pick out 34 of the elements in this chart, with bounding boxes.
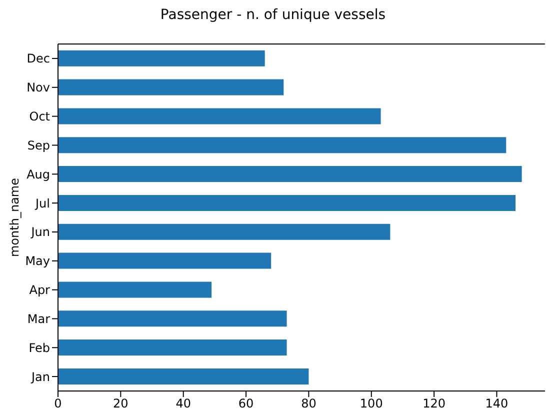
bar bbox=[58, 282, 212, 298]
bar bbox=[58, 340, 287, 356]
x-tick-label: 40 bbox=[176, 396, 191, 411]
bar bbox=[58, 252, 272, 269]
y-tick-label: Sep bbox=[27, 138, 50, 152]
x-tick-label: 20 bbox=[113, 396, 128, 411]
y-tick-label: Dec bbox=[26, 52, 50, 66]
bar bbox=[58, 50, 265, 66]
x-tick-label: 80 bbox=[301, 396, 316, 411]
y-tick-label: Jun bbox=[30, 225, 50, 240]
y-tick-label: May bbox=[25, 254, 50, 268]
bar bbox=[58, 310, 287, 327]
x-tick-label: 0 bbox=[54, 396, 62, 411]
x-tick-label: 120 bbox=[422, 396, 446, 411]
x-tick-label: 60 bbox=[238, 396, 254, 411]
y-tick-label: Jan bbox=[30, 370, 50, 384]
x-tick-label: 140 bbox=[485, 396, 508, 411]
bar bbox=[58, 224, 390, 240]
y-tick-label: Jul bbox=[34, 196, 50, 210]
chart-title: Passenger - n. of unique vessels bbox=[159, 7, 387, 23]
bar bbox=[58, 194, 516, 211]
x-tick-label: 100 bbox=[360, 396, 383, 411]
y-tick-label: Oct bbox=[29, 110, 50, 124]
bar bbox=[58, 108, 381, 124]
bar bbox=[58, 79, 284, 96]
bar bbox=[58, 368, 309, 384]
y-tick-label: Nov bbox=[26, 80, 50, 95]
bar bbox=[58, 137, 506, 154]
y-axis-title: month_name bbox=[7, 178, 22, 257]
y-tick-label: Feb bbox=[28, 340, 50, 355]
y-tick-label: Mar bbox=[27, 312, 50, 326]
y-tick-label: Apr bbox=[29, 283, 50, 298]
bar bbox=[58, 166, 522, 182]
y-tick-label: Aug bbox=[26, 167, 50, 182]
